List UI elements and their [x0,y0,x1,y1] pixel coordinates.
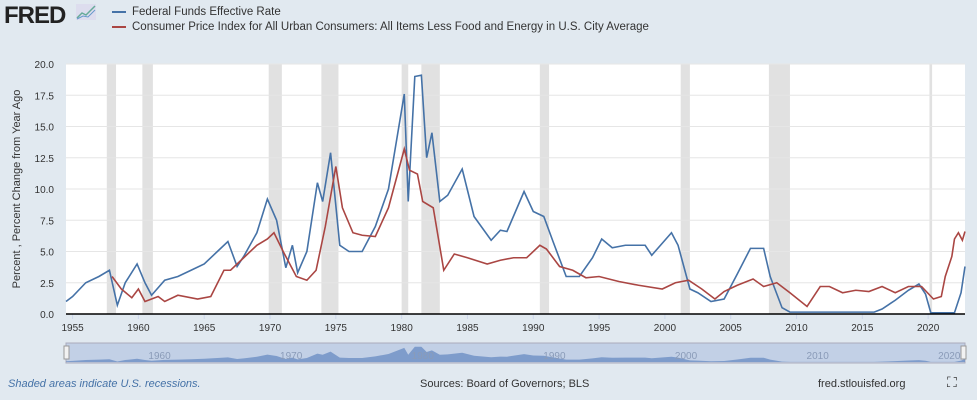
legend-label: Consumer Price Index for All Urban Consu… [132,21,649,33]
legend-label: Federal Funds Effective Rate [132,6,281,18]
legend-swatch [112,11,126,13]
navigator-handle-left[interactable] [63,345,70,360]
x-tick-label: 2010 [785,323,808,334]
navigator-tick-label: 1980 [412,351,435,362]
chart-logo-icon [76,4,96,20]
x-tick-label: 1975 [325,323,348,334]
y-tick-label: 2.5 [40,279,54,290]
x-tick-label: 2005 [720,323,743,334]
navigator-tick-label: 1970 [280,351,303,362]
site-link[interactable]: fred.stlouisfed.org [818,378,906,390]
fullscreen-icon[interactable]: ⛶ [947,374,957,390]
y-tick-label: 15.0 [35,123,55,134]
sources: Sources: Board of Governors; BLS [420,378,590,390]
y-tick-label: 12.5 [35,154,55,165]
navigator-tick-label: 2020 [938,351,961,362]
navigator-handle-right[interactable] [960,345,967,360]
x-tick-label: 1960 [127,323,150,334]
legend-item-fedfunds[interactable]: Federal Funds Effective Rate [112,6,281,18]
navigator-tick-label: 1990 [543,351,566,362]
y-tick-label: 10.0 [35,185,55,196]
navigator-tick-label: 2000 [675,351,698,362]
series-line-cpi [111,145,966,308]
navigator-tick-label: 2010 [807,351,830,362]
x-tick-label: 1955 [61,323,84,334]
x-tick-label: 1995 [588,323,611,334]
x-tick-label: 2020 [917,323,940,334]
navigator[interactable]: 1960 1970 1980 1990 2000 2010 2020 [63,342,967,364]
y-axis-label: Percent , Percent Change from Year Ago [11,90,23,289]
recession-note: Shaded areas indicate U.S. recessions. [8,378,201,390]
navigator-series [66,346,965,362]
x-tick-label: 1965 [193,323,216,334]
x-tick-label: 2015 [851,323,874,334]
y-tick-label: 0.0 [40,310,54,321]
navigator-tick-label: 1960 [148,351,171,362]
x-tick-label: 2000 [654,323,677,334]
y-tick-label: 5.0 [40,248,54,259]
x-tick-label: 1985 [456,323,479,334]
x-tick-label: 1970 [259,323,282,334]
x-tick-label: 1990 [522,323,545,334]
y-tick-label: 17.5 [35,91,55,102]
fred-logo: FRED [4,2,66,29]
legend-swatch [112,26,126,28]
legend-item-cpi[interactable]: Consumer Price Index for All Urban Consu… [112,21,649,33]
y-tick-label: 20.0 [35,60,55,71]
series-line-fedfunds [65,74,966,314]
x-tick-label: 1980 [391,323,414,334]
y-tick-label: 7.5 [40,216,54,227]
